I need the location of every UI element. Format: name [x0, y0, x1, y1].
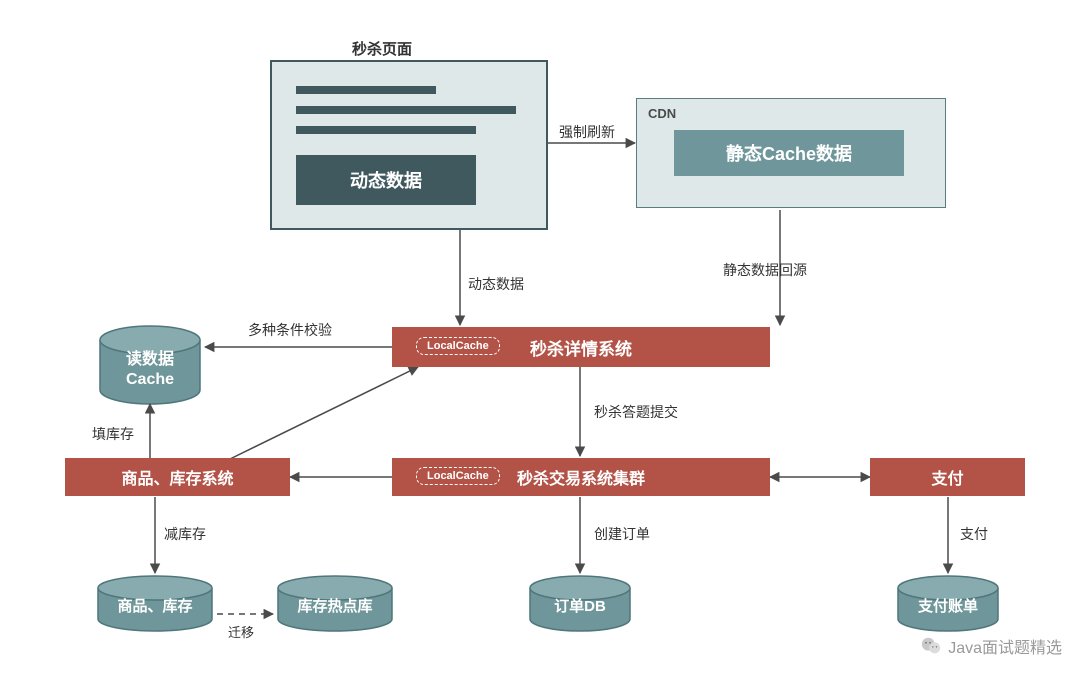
dynamic-data-button: 动态数据 [296, 155, 476, 205]
page-title: 秒杀页面 [352, 38, 412, 59]
detail-system-label: 秒杀详情系统 [530, 335, 632, 360]
product-stock-system-box: 商品、库存系统 [65, 458, 290, 496]
label-force-refresh: 强制刷新 [559, 122, 615, 142]
cylinder-read-cache [100, 326, 200, 404]
label-fill-stock: 填库存 [92, 424, 134, 444]
cylinder-product-stock [98, 576, 212, 631]
edge-stock-to-detail [230, 367, 418, 459]
label-migrate: 迁移 [228, 622, 254, 641]
label-static-back: 静态数据回源 [723, 260, 807, 280]
wechat-icon [920, 635, 942, 657]
page-bar-2 [296, 106, 516, 114]
watermark: Java面试题精选 [920, 634, 1062, 658]
label-multi-check: 多种条件校验 [248, 320, 332, 340]
cdn-label: CDN [648, 106, 676, 121]
trade-system-label: 秒杀交易系统集群 [517, 465, 645, 489]
trade-system-box: 秒杀交易系统集群 LocalCache [392, 458, 770, 496]
label-pay: 支付 [960, 524, 988, 544]
local-cache-badge-2: LocalCache [416, 467, 500, 485]
label-submit-answer: 秒杀答题提交 [594, 402, 678, 422]
cylinder-order-db [530, 576, 630, 631]
page-bar-1 [296, 86, 436, 94]
diagram-stage: 秒杀页面 动态数据 CDN 静态Cache数据 秒杀详情系统 LocalCach… [0, 0, 1080, 684]
page-bar-3 [296, 126, 476, 134]
local-cache-badge-1: LocalCache [416, 337, 500, 355]
cdn-static-cache: 静态Cache数据 [674, 130, 904, 176]
payment-box: 支付 [870, 458, 1025, 496]
label-create-order: 创建订单 [594, 524, 650, 544]
cylinder-stock-hot [278, 576, 392, 631]
watermark-text: Java面试题精选 [948, 634, 1062, 658]
cylinder-pay-bill [898, 576, 998, 631]
label-reduce-stock: 减库存 [164, 524, 206, 544]
label-dynamic-data: 动态数据 [468, 274, 524, 294]
detail-system-box: 秒杀详情系统 LocalCache [392, 327, 770, 367]
